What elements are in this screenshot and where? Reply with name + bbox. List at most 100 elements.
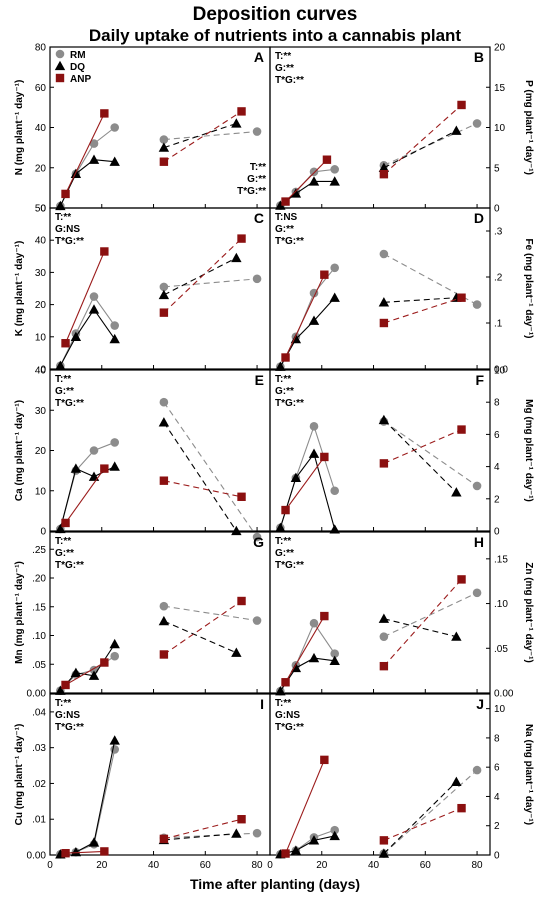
series-rm: [276, 119, 482, 210]
series-line-early: [285, 274, 325, 358]
series-line-early: [60, 740, 116, 855]
data-point: [309, 422, 319, 431]
data-point: [70, 463, 82, 473]
data-point: [451, 125, 462, 135]
y-tick-label: .15: [32, 602, 46, 613]
data-point: [309, 167, 319, 177]
series-dq: [275, 125, 462, 210]
data-point: [379, 836, 389, 845]
data-point: [159, 834, 169, 844]
series-line-late: [163, 832, 237, 841]
data-point: [237, 492, 246, 501]
series-line-late: [383, 807, 462, 841]
data-point: [451, 776, 462, 786]
data-point: [309, 618, 319, 628]
stats-text: T:NS: [275, 212, 298, 223]
series-line-late: [383, 130, 457, 169]
data-point: [457, 575, 466, 584]
y-tick-label: 20: [35, 446, 47, 457]
y-tick-label: 10: [35, 332, 47, 343]
legend-marker-anp: [55, 73, 65, 83]
series-line-late: [383, 592, 478, 638]
series-anp: [281, 755, 466, 858]
panel-b: 0 5 10 15 20 P (mg plant⁻¹ day⁻¹) B T:**G:**T*G…: [269, 43, 534, 215]
series-line-early: [59, 159, 115, 207]
data-point: [290, 188, 302, 198]
panel-i: 0.00 .01 .02 .03 .04 0 20 40 60 80 Cu (mg plant⁻¹ …: [14, 693, 271, 871]
series-line-early: [285, 159, 328, 202]
data-point: [379, 318, 389, 328]
x-tick-label: 80: [251, 860, 263, 871]
data-point: [320, 611, 329, 621]
y-axis-label: Mn (mg plant⁻¹ day⁻¹): [14, 561, 25, 664]
data-point: [89, 139, 99, 148]
y-tick-label: .20: [32, 574, 46, 585]
panel-frame: [269, 207, 491, 370]
y-axis-label: Mg (mg plant⁻¹ day⁻¹): [523, 399, 534, 502]
series-line-late: [383, 297, 462, 324]
y-tick-label: .01: [32, 815, 46, 826]
data-point: [109, 638, 120, 649]
series-line-early: [65, 251, 105, 344]
data-point: [237, 815, 246, 824]
data-point: [109, 156, 120, 166]
data-point: [55, 523, 66, 534]
data-point: [70, 331, 82, 341]
data-point: [378, 162, 390, 172]
stats-text: T*G:**: [275, 722, 304, 733]
series-anp: [61, 815, 246, 858]
svg-text:Na (mg plant⁻¹ day⁻¹): Na (mg plant⁻¹ day⁻¹): [523, 724, 534, 825]
y-tick-label: .15: [494, 554, 508, 565]
y-tick-label: 15: [494, 83, 506, 94]
data-point: [70, 846, 82, 857]
stats-text: T:**: [55, 536, 71, 547]
data-point: [110, 745, 120, 754]
data-point: [100, 109, 109, 118]
data-point: [100, 847, 109, 856]
data-point: [379, 249, 389, 259]
stats-text: T*G:**: [55, 722, 84, 733]
y-tick-label: 8: [494, 733, 500, 744]
stats-text: T*G:**: [55, 560, 84, 571]
panel-frame: [269, 531, 491, 694]
svg-text:P (mg plant⁻¹ day⁻¹): P (mg plant⁻¹ day⁻¹): [523, 80, 534, 175]
stats-text: G:NS: [55, 710, 80, 721]
y-tick-label: .25: [32, 545, 46, 556]
x-tick-label: 80: [471, 860, 483, 871]
data-point: [252, 127, 262, 136]
data-point: [88, 670, 100, 680]
series-dq: [275, 414, 462, 534]
data-point: [281, 505, 290, 515]
y-axis-label: Fe (mg plant⁻¹ day⁻¹): [523, 239, 534, 339]
data-point: [237, 234, 246, 243]
series-line-early: [65, 850, 105, 854]
data-point: [457, 100, 466, 110]
stats-text: T*G:**: [55, 236, 84, 247]
y-tick-label: 2: [494, 494, 500, 505]
x-tick-label: 40: [368, 860, 380, 871]
series-line-late: [163, 278, 258, 288]
data-point: [379, 632, 389, 641]
data-point: [472, 765, 482, 775]
panel-d: 0.0 .1 .2 .3 Fe (mg plant⁻¹ day⁻¹) D T:NSG:**T…: [269, 207, 534, 376]
data-point: [308, 176, 320, 186]
series-line-late: [163, 238, 242, 314]
data-point: [231, 828, 242, 838]
data-point: [308, 835, 320, 845]
data-point: [451, 487, 462, 497]
series-dq: [55, 118, 242, 211]
stats-text: T:**: [275, 698, 291, 709]
data-point: [322, 155, 332, 164]
y-tick-label: 2: [494, 821, 500, 832]
data-point: [330, 165, 340, 174]
series-rm: [56, 123, 262, 211]
panel-e: 0 10 20 30 40 Ca (mg plant⁻¹ day⁻¹) E T:**G:**T…: [14, 366, 271, 542]
y-axis-label: K (mg plant⁻¹ day⁻¹): [14, 241, 25, 337]
data-point: [158, 142, 170, 152]
data-point: [159, 135, 169, 144]
x-tick-label: 20: [96, 860, 108, 871]
y-tick-label: 5: [494, 163, 500, 174]
series-dq: [275, 776, 462, 859]
series-line-late: [383, 421, 478, 487]
